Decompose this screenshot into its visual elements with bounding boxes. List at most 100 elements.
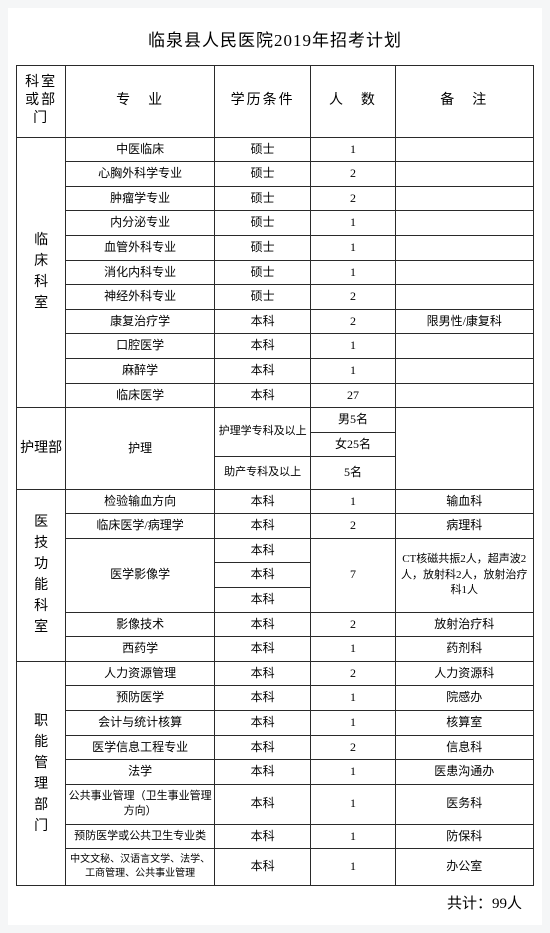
num-cell: 27: [311, 383, 395, 408]
num-cell: 2: [311, 186, 395, 211]
major-cell: 检验输血方向: [66, 489, 215, 514]
table-row: 会计与统计核算 本科 1 核算室: [17, 711, 534, 736]
table-row: 法学 本科 1 医患沟通办: [17, 760, 534, 785]
table-row: 临床科室 中医临床 硕士 1: [17, 137, 534, 162]
edu-cell: 本科: [214, 637, 310, 662]
note-cell: [395, 137, 534, 162]
dept-cell: 临床科室: [17, 137, 66, 408]
table-row: 康复治疗学 本科 2 限男性/康复科: [17, 309, 534, 334]
footer-total: 共计：99人: [16, 886, 534, 915]
note-cell: [395, 186, 534, 211]
num-cell: 2: [311, 735, 395, 760]
note-cell: [395, 260, 534, 285]
num-cell: 2: [311, 514, 395, 539]
edu-cell: 助产专科及以上: [214, 457, 310, 489]
table-row: 预防医学 本科 1 院感办: [17, 686, 534, 711]
note-cell: [395, 408, 534, 490]
table-row: 神经外科专业 硕士 2: [17, 285, 534, 310]
major-cell: 西药学: [66, 637, 215, 662]
major-cell: 影像技术: [66, 612, 215, 637]
note-cell: 药剂科: [395, 637, 534, 662]
num-cell: 1: [311, 235, 395, 260]
note-cell: 限男性/康复科: [395, 309, 534, 334]
edu-cell: 护理学专科及以上: [214, 408, 310, 457]
table-row: 医学信息工程专业 本科 2 信息科: [17, 735, 534, 760]
num-cell: 1: [311, 824, 395, 849]
header-edu: 学历条件: [214, 66, 310, 138]
header-note: 备 注: [395, 66, 534, 138]
table-row: 临床医学 本科 27: [17, 383, 534, 408]
major-cell: 康复治疗学: [66, 309, 215, 334]
note-cell: [395, 162, 534, 187]
note-cell: 医务科: [395, 784, 534, 824]
edu-cell: 硕士: [214, 260, 310, 285]
major-cell: 公共事业管理（卫生事业管理方向）: [66, 784, 215, 824]
table-row: 麻醉学 本科 1: [17, 358, 534, 383]
table-row: 口腔医学 本科 1: [17, 334, 534, 359]
note-cell: [395, 211, 534, 236]
note-cell: 院感办: [395, 686, 534, 711]
edu-cell: 本科: [214, 489, 310, 514]
major-cell: 肿瘤学专业: [66, 186, 215, 211]
note-cell: 办公室: [395, 849, 534, 886]
dept-cell: 护理部: [17, 408, 66, 490]
edu-cell: 本科: [214, 563, 310, 588]
note-cell: [395, 285, 534, 310]
note-cell: 病理科: [395, 514, 534, 539]
note-cell: [395, 383, 534, 408]
edu-cell: 硕士: [214, 285, 310, 310]
table-row: 职能管理部门 人力资源管理 本科 2 人力资源科: [17, 661, 534, 686]
edu-cell: 本科: [214, 824, 310, 849]
note-cell: 放射治疗科: [395, 612, 534, 637]
table-row: 公共事业管理（卫生事业管理方向） 本科 1 医务科: [17, 784, 534, 824]
major-cell: 临床医学: [66, 383, 215, 408]
note-cell: [395, 334, 534, 359]
table-row: 血管外科专业 硕士 1: [17, 235, 534, 260]
header-dept: 科室或部门: [17, 66, 66, 138]
num-cell: 7: [311, 538, 395, 612]
note-cell: 信息科: [395, 735, 534, 760]
edu-cell: 本科: [214, 686, 310, 711]
major-cell: 法学: [66, 760, 215, 785]
major-cell: 血管外科专业: [66, 235, 215, 260]
note-cell: 核算室: [395, 711, 534, 736]
major-cell: 护理: [66, 408, 215, 490]
dept-cell: 医技功能科室: [17, 489, 66, 661]
edu-cell: 硕士: [214, 186, 310, 211]
edu-cell: 本科: [214, 383, 310, 408]
edu-cell: 本科: [214, 309, 310, 334]
edu-cell: 本科: [214, 612, 310, 637]
table-row: 医学影像学 本科 7 CT核磁共振2人，超声波2人，放射科2人，放射治疗科1人: [17, 538, 534, 563]
num-cell: 1: [311, 260, 395, 285]
major-cell: 临床医学/病理学: [66, 514, 215, 539]
edu-cell: 本科: [214, 735, 310, 760]
header-num: 人 数: [311, 66, 395, 138]
major-cell: 预防医学或公共卫生专业类: [66, 824, 215, 849]
num-cell: 2: [311, 285, 395, 310]
num-cell: 1: [311, 637, 395, 662]
major-cell: 医学信息工程专业: [66, 735, 215, 760]
major-cell: 中医临床: [66, 137, 215, 162]
num-cell: 5名: [311, 457, 395, 489]
edu-cell: 本科: [214, 588, 310, 613]
note-cell: 人力资源科: [395, 661, 534, 686]
note-cell: 输血科: [395, 489, 534, 514]
num-cell: 2: [311, 162, 395, 187]
num-cell: 2: [311, 309, 395, 334]
table-row: 中文文秘、汉语言文学、法学、工商管理、公共事业管理 本科 1 办公室: [17, 849, 534, 886]
major-cell: 麻醉学: [66, 358, 215, 383]
edu-cell: 本科: [214, 514, 310, 539]
major-cell: 人力资源管理: [66, 661, 215, 686]
header-major: 专 业: [66, 66, 215, 138]
edu-cell: 本科: [214, 711, 310, 736]
num-cell: 1: [311, 760, 395, 785]
edu-cell: 本科: [214, 849, 310, 886]
note-cell: [395, 235, 534, 260]
table-row: 内分泌专业 硕士 1: [17, 211, 534, 236]
table-row: 西药学 本科 1 药剂科: [17, 637, 534, 662]
major-cell: 中文文秘、汉语言文学、法学、工商管理、公共事业管理: [66, 849, 215, 886]
major-cell: 神经外科专业: [66, 285, 215, 310]
note-cell: CT核磁共振2人，超声波2人，放射科2人，放射治疗科1人: [395, 538, 534, 612]
edu-cell: 硕士: [214, 235, 310, 260]
edu-cell: 本科: [214, 760, 310, 785]
